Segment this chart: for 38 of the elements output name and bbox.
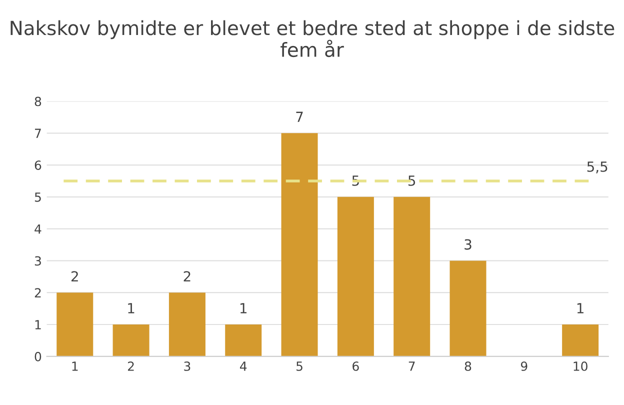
y-tick-label: 2 — [34, 288, 41, 298]
data-label: 7 — [296, 112, 303, 122]
x-tick-label: 1 — [72, 362, 78, 371]
y-tick-label: 1 — [35, 320, 41, 330]
chart-title: Nakskov bymidte er blevet et bedre sted at shoppe i de sidste fem år — [10, 20, 614, 58]
y-tick-label: 3 — [34, 256, 41, 266]
y-tick-label: 4 — [34, 224, 42, 234]
data-label: 2 — [71, 271, 78, 282]
data-label: 1 — [577, 303, 584, 314]
data-label: 5 — [408, 176, 416, 186]
y-tick-label: 5 — [34, 192, 41, 202]
x-tick-label: 9 — [520, 361, 528, 371]
data-label: 3 — [464, 239, 472, 250]
y-tick-label: 7 — [35, 128, 41, 138]
bar — [225, 324, 262, 356]
x-tick-label: 7 — [408, 362, 415, 371]
bar — [337, 196, 374, 356]
bar — [168, 292, 206, 356]
data-label: 1 — [240, 303, 246, 314]
bar — [281, 133, 318, 356]
bar — [562, 324, 599, 356]
x-tick-label: 3 — [184, 361, 190, 371]
x-tick-label: 5 — [296, 362, 302, 371]
bar — [450, 260, 486, 356]
x-tick-label: 2 — [128, 361, 134, 371]
data-label: 2 — [184, 271, 190, 282]
y-tick-label: 6 — [34, 160, 42, 170]
ref-line-label: 5,5 — [587, 162, 608, 174]
bar — [112, 324, 150, 356]
data-label: 1 — [128, 303, 134, 314]
bar — [56, 292, 94, 356]
x-tick-label: 10 — [574, 361, 588, 371]
bar — [394, 196, 430, 356]
y-tick-label: 0 — [34, 352, 42, 362]
y-tick-label: 8 — [34, 96, 42, 106]
x-tick-label: 6 — [352, 361, 359, 371]
x-tick-label: 8 — [464, 361, 472, 371]
x-tick-label: 4 — [240, 362, 247, 371]
